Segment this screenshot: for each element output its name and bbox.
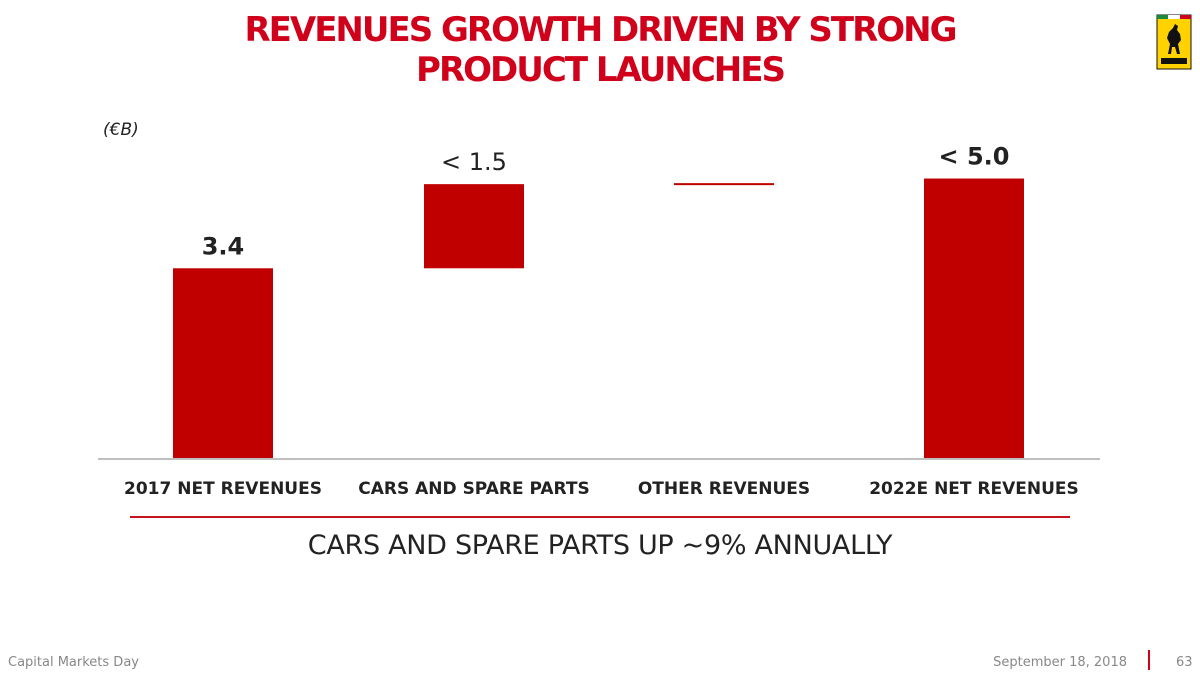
- waterfall-chart: 3.4 2017 NET REVENUES < 1.5 CARS AND SPARE …: [98, 143, 1100, 499]
- bar-1: [424, 184, 524, 269]
- title-line-2: PRODUCT LAUNCHES: [416, 50, 786, 90]
- footer-date: September 18, 2018: [993, 655, 1127, 670]
- category-label-0: 2017 NET REVENUES: [124, 479, 322, 499]
- page-number: 63: [1176, 655, 1193, 670]
- page-title: REVENUES GROWTH DRIVEN BY STRONG PRODUCT…: [150, 10, 1050, 90]
- divider-line: [130, 516, 1070, 518]
- bar-2: [674, 183, 774, 186]
- category-label-1: CARS AND SPARE PARTS: [358, 479, 589, 499]
- chart-subtitle: CARS AND SPARE PARTS UP ~9% ANNUALLY: [307, 530, 893, 561]
- ferrari-logo: [1156, 14, 1192, 70]
- bar-3: [924, 178, 1024, 459]
- category-label-3: 2022E NET REVENUES: [869, 479, 1079, 499]
- title-line-1: REVENUES GROWTH DRIVEN BY STRONG: [244, 10, 957, 50]
- footer-accent-bar: [1148, 650, 1150, 670]
- data-label-3: < 5.0: [939, 143, 1010, 171]
- data-label-0: 3.4: [202, 232, 245, 260]
- data-label-1: < 1.5: [441, 148, 507, 176]
- unit-label: (€B): [103, 120, 139, 140]
- footer-event: Capital Markets Day: [8, 655, 139, 670]
- bar-0: [173, 268, 273, 459]
- category-label-2: OTHER REVENUES: [638, 479, 810, 499]
